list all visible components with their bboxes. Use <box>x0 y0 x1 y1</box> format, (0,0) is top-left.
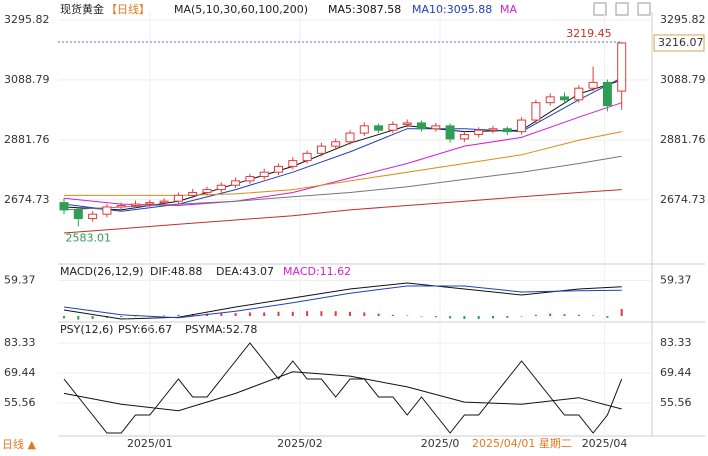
candle-body <box>88 213 98 220</box>
y-tick-label: 3295.82 <box>4 13 50 26</box>
crosshair-box <box>468 437 580 451</box>
y-tick-label: 69.44 <box>660 366 692 379</box>
icon-button[interactable] <box>637 2 651 16</box>
psy-label: PSY:66.67 <box>118 323 172 336</box>
candle-body <box>145 202 155 205</box>
psy-title: PSY(12,6) <box>60 323 113 336</box>
title: 现货黄金 <box>60 2 104 16</box>
ma-line <box>64 131 622 196</box>
x-tick-label: 2025/01 <box>127 437 173 450</box>
candle-body <box>374 125 384 131</box>
candle-body <box>431 125 441 130</box>
y-tick-label: 2674.73 <box>660 193 706 206</box>
candle-body <box>459 134 469 140</box>
candle-body <box>531 102 541 121</box>
candle-body <box>216 184 226 191</box>
x-tick-label: 2025/02 <box>277 437 323 450</box>
candle-body <box>102 206 112 215</box>
candle-body <box>245 176 255 182</box>
ma10-label: MA10:3095.88 <box>412 3 492 16</box>
candle-body <box>588 81 598 89</box>
period: 【日线】 <box>106 2 150 16</box>
candle-body <box>560 96 569 101</box>
ma-line <box>63 77 622 212</box>
y-tick-label: 2674.73 <box>4 193 50 206</box>
y-tick-label: 59.37 <box>4 273 36 286</box>
y-tick-label: 69.44 <box>4 366 36 379</box>
y-tick-label: 55.56 <box>660 396 692 409</box>
dif-line <box>63 282 622 320</box>
candle-body <box>617 42 627 92</box>
candle-body <box>417 122 426 130</box>
candle-body <box>359 125 369 134</box>
psy-line <box>63 342 623 434</box>
y-tick-label: 3088.79 <box>4 73 50 86</box>
x-tick-label: 2025/04 <box>582 437 628 450</box>
candle-body <box>517 119 527 133</box>
candle-body <box>231 180 241 186</box>
candle-body <box>288 160 298 167</box>
psyma-label: PSYMA:52.78 <box>185 323 257 336</box>
y-tick-label: 83.33 <box>660 336 692 349</box>
candle-body <box>302 152 312 162</box>
ma-line <box>63 189 622 234</box>
icon-button[interactable] <box>615 2 629 16</box>
candle-body <box>345 132 355 143</box>
candle-body <box>316 145 326 154</box>
ma-legend[interactable]: MA(5,10,30,60,100,200) <box>174 3 308 16</box>
y-tick-label: 2881.76 <box>660 133 706 146</box>
y-tick-label: 55.56 <box>4 396 36 409</box>
low-label: 2583.01 <box>66 231 112 244</box>
candle-body <box>159 200 169 204</box>
candle-body <box>488 128 498 131</box>
y-tick-label: 59.37 <box>660 273 692 286</box>
ma-more: MA <box>500 3 517 16</box>
candle-body <box>274 165 283 173</box>
candle-body <box>388 123 398 131</box>
psyma-line <box>63 371 622 412</box>
footer[interactable]: 日线 ▲ <box>2 437 36 451</box>
candle-body <box>602 81 612 107</box>
y-tick-label: 3295.82 <box>660 13 706 26</box>
macd-title: MACD(26,12,9) <box>60 265 144 278</box>
dea-line <box>63 285 622 319</box>
candle-body <box>474 129 484 136</box>
high-label: 3219.45 <box>566 27 612 40</box>
candle-body <box>574 87 584 101</box>
ma5-label: MA5:3087.58 <box>328 3 401 16</box>
x-tick-label: 2025/0 <box>421 437 460 450</box>
candle-body <box>116 205 126 208</box>
y-tick-label: 3088.79 <box>660 73 706 86</box>
candle-body <box>545 96 555 104</box>
dea-label: DEA:43.07 <box>216 265 274 278</box>
ma-line <box>63 155 622 211</box>
candle-body <box>73 209 83 220</box>
candle-body <box>173 194 183 202</box>
candle-body <box>59 202 69 211</box>
candle-body <box>259 171 269 178</box>
candle-body <box>331 141 341 147</box>
last-price-box <box>653 34 705 52</box>
y-tick-label: 2881.76 <box>4 133 50 146</box>
candle-body <box>445 125 455 140</box>
candle-body <box>131 203 140 207</box>
dif-label: DIF:48.88 <box>150 265 202 278</box>
candle-body <box>188 191 198 196</box>
crosshair-label: 2025/04/01 星期二 <box>472 437 572 450</box>
candle-body <box>502 128 512 133</box>
last-price-label: 3216.07 <box>658 36 704 49</box>
y-tick-label: 83.33 <box>4 336 36 349</box>
candle-body <box>402 122 412 125</box>
candle-body <box>202 189 212 193</box>
icon-button[interactable] <box>593 2 607 16</box>
macd-label: MACD:11.62 <box>283 265 351 278</box>
